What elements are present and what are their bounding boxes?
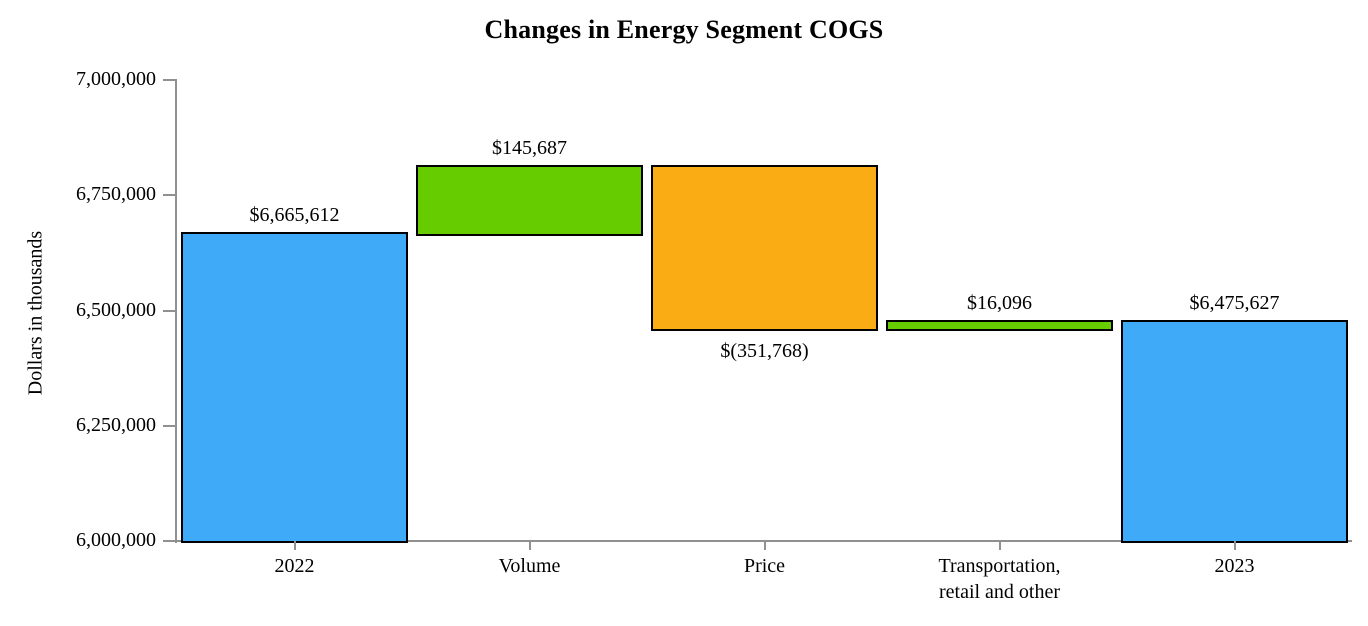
x-axis-line	[163, 540, 1352, 542]
x-tick-label-line: Volume	[498, 555, 561, 577]
value-label-2023: $6,475,627	[1189, 291, 1280, 314]
x-tick-label-line: Price	[743, 555, 786, 577]
y-tick	[163, 79, 177, 81]
value-label-2022: $6,665,612	[249, 204, 340, 227]
bar-2022	[181, 232, 408, 543]
y-tick	[163, 309, 177, 312]
x-tick-label-price: Price	[647, 553, 882, 579]
x-tick-label-line: 2023	[1214, 555, 1255, 577]
x-tick	[528, 541, 531, 550]
bar-2023	[1121, 319, 1348, 543]
value-label-price: $(351,768)	[720, 340, 809, 363]
y-tick-label: 6,000,000	[76, 529, 156, 551]
x-tick	[1233, 541, 1236, 550]
x-tick-label-volume: Volume	[412, 553, 647, 579]
y-tick-label: 6,750,000	[76, 183, 156, 206]
value-label-volume: $145,687	[492, 136, 567, 159]
x-tick-label-line: Transportation,	[938, 555, 1061, 577]
chart-title: Changes in Energy Segment COGS	[484, 15, 884, 44]
x-tick	[763, 541, 766, 550]
x-tick-label-2023: 2023	[1117, 553, 1352, 579]
y-tick-label: 6,250,000	[76, 413, 156, 436]
x-tick-label-line: retail and other	[938, 581, 1061, 603]
bar-volume	[416, 164, 643, 237]
y-tick	[163, 540, 177, 542]
x-tick	[998, 541, 1001, 550]
x-tick-label-line: 2022	[274, 555, 315, 577]
y-tick	[163, 194, 177, 197]
bar-price	[651, 164, 878, 332]
bar-transportation-retail-and-other	[886, 319, 1113, 332]
value-label-transportation-retail-and-other: $16,096	[967, 291, 1032, 314]
x-tick-label-2022: 2022	[177, 553, 412, 579]
x-tick	[293, 541, 296, 550]
x-tick-label-transportation-retail-and-other: Transportation, retail and other	[882, 553, 1117, 605]
y-tick	[163, 424, 177, 427]
y-tick-label: 7,000,000	[76, 68, 156, 90]
y-tick-label: 6,500,000	[76, 298, 156, 321]
